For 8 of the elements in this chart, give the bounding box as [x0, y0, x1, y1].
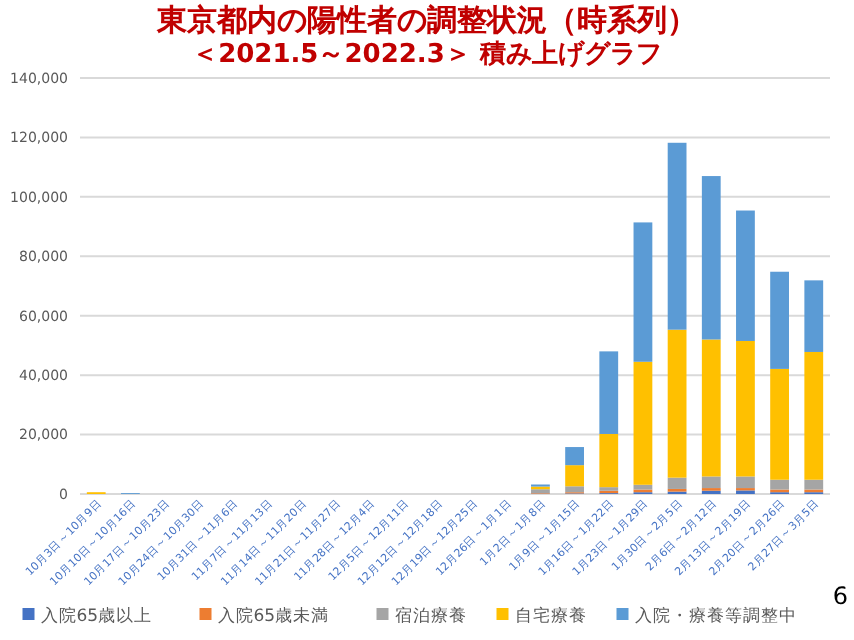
- legend-label: 入院65歳以上: [40, 605, 153, 628]
- text: 6: [832, 582, 848, 610]
- chart-title: 東京都内の陽性者の調整状況（時系列）: [155, 2, 697, 38]
- legend-label: 入院・療養等調整中: [634, 605, 797, 628]
- legend-label: 宿泊療養: [394, 605, 467, 628]
- legend-label: 入院65歳未満: [217, 605, 330, 628]
- legend-label: 自宅療養: [514, 605, 587, 628]
- chart-subtitle: ＜2021.5～2022.3＞ 積み上げグラフ: [192, 40, 662, 70]
